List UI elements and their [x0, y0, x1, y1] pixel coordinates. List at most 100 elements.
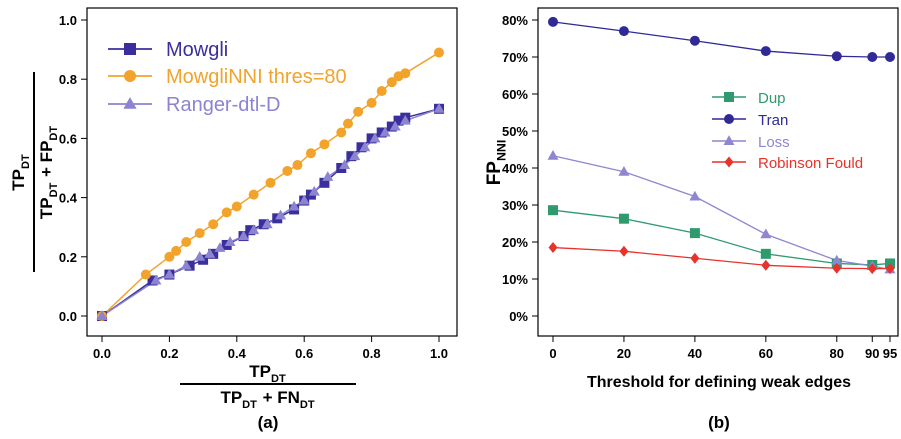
legend-label: Dup	[758, 90, 786, 107]
legend-marker	[724, 156, 734, 168]
series-line-1	[552, 21, 890, 58]
y-tick-label: 10%	[502, 272, 528, 287]
legend-marker	[723, 135, 735, 145]
data-point-2-1	[618, 165, 630, 176]
data-point-2-13	[298, 194, 310, 205]
data-point-2-23	[433, 103, 445, 113]
data-point-0-18	[366, 133, 377, 144]
legend-label: Tran	[758, 112, 788, 129]
data-point-2-15	[322, 171, 334, 181]
data-point-2-1	[150, 274, 162, 285]
data-point-1-1	[140, 269, 151, 280]
data-point-0-0	[548, 205, 558, 216]
data-point-2-9	[248, 224, 260, 235]
legend-marker	[124, 70, 136, 82]
data-point-0-3	[184, 260, 195, 271]
data-point-1-10	[265, 177, 276, 188]
data-point-1-3	[760, 46, 771, 57]
x-tick-label: 0	[549, 346, 556, 361]
y-axis-label-denominator: TPDT + FPDT	[37, 125, 60, 219]
data-point-2-16	[339, 159, 351, 170]
y-tick-label: 0.6	[59, 131, 77, 146]
data-point-2-5	[204, 248, 216, 258]
y-axis-label-sub-0: NNI	[495, 140, 509, 161]
x-axis-label-denominator-plain-1: +	[258, 388, 277, 407]
data-point-1-4	[181, 237, 192, 247]
data-point-3-4	[832, 262, 842, 274]
data-point-1-3	[171, 245, 182, 256]
x-tick-label: 40	[688, 346, 702, 361]
data-point-0-8	[245, 225, 256, 236]
panel-label-a: (a)	[258, 413, 279, 432]
y-tick-label: 80%	[502, 13, 528, 28]
legend-label: Robinson Fould	[758, 155, 863, 172]
y-tick-label: 0%	[509, 309, 528, 324]
data-point-0-16	[346, 151, 357, 162]
data-point-2-3	[180, 259, 192, 270]
data-point-2-21	[389, 120, 401, 131]
data-point-2-11	[275, 209, 287, 220]
data-point-0-17	[356, 142, 367, 153]
data-point-2-2	[689, 190, 701, 201]
data-point-0-5	[208, 248, 219, 259]
y-tick-label: 40%	[502, 161, 528, 176]
x-axis-label-numerator: TPDT	[249, 362, 286, 385]
data-point-2-22	[399, 114, 411, 125]
y-axis-label-denominator-sub-0: DT	[48, 182, 60, 197]
data-point-1-13	[305, 148, 316, 159]
data-point-1-18	[366, 97, 377, 108]
legend-label: Loss	[758, 134, 790, 151]
x-axis-label-numerator-gap-0	[286, 368, 287, 380]
data-point-2-4	[831, 254, 843, 265]
data-point-1-23	[434, 47, 444, 58]
data-point-2-4	[194, 251, 206, 261]
x-tick-label: 0.8	[363, 346, 381, 361]
data-point-0-1	[147, 275, 158, 286]
y-axis-label-numerator-base-0: TP	[9, 169, 28, 191]
data-point-3-5	[867, 263, 877, 275]
y-axis-label-numerator-gap-0	[15, 153, 27, 154]
plot-frame	[86, 7, 458, 337]
y-tick-label: 30%	[502, 198, 528, 213]
y-axis-label-denominator-sub-2: DT	[48, 126, 60, 141]
data-point-0-3	[760, 248, 771, 259]
data-point-1-9	[248, 189, 259, 200]
data-point-1-4	[831, 51, 842, 62]
y-tick-label: 0.2	[59, 250, 77, 265]
data-point-1-6	[885, 52, 895, 62]
data-point-1-14	[319, 139, 330, 150]
data-point-1-15	[336, 127, 347, 138]
data-point-0-2	[689, 228, 700, 239]
legend-label: Mowgli	[166, 39, 228, 61]
data-point-1-2	[164, 251, 175, 262]
series-line-0	[552, 209, 891, 266]
legend-marker	[724, 114, 734, 124]
x-axis-label-numerator-sub-0: DT	[271, 373, 286, 385]
x-axis-label-denominator-sub-0: DT	[242, 399, 257, 411]
data-point-2-17	[349, 150, 361, 161]
data-point-1-20	[386, 77, 397, 88]
data-point-1-12	[292, 160, 303, 171]
legend-label: MowgliNNI thres=80	[166, 66, 347, 88]
data-point-0-14	[319, 177, 330, 188]
y-axis-label-numerator: TPDT	[9, 153, 32, 190]
panel-a: 0.0 0.2 0.4 0.6 0.8 1.0 0.0 0.2 0.4 0.6 0.8 1.0 Mowg…	[9, 7, 458, 432]
data-point-1-5	[867, 52, 878, 62]
data-point-2-0	[96, 310, 108, 320]
panel-label-b: (b)	[708, 413, 730, 432]
panel-b: 0 20 40 60 80 90 95 0% 10% 20% 30% 40% 50% 60% 70% 80% D…	[484, 7, 899, 432]
data-point-1-16	[343, 118, 354, 129]
data-point-1-11	[282, 165, 293, 176]
data-point-1-5	[194, 228, 205, 239]
data-point-1-19	[376, 86, 387, 97]
legend-marker	[724, 92, 734, 102]
x-tick-label: 80	[830, 346, 844, 361]
y-axis-label-denominator-gap-2	[43, 125, 55, 126]
data-point-2-12	[288, 200, 300, 211]
y-axis-label-denominator-base-2: FP	[37, 141, 56, 163]
data-point-3-0	[548, 242, 558, 254]
data-point-0-20	[386, 121, 397, 132]
legend-marker	[124, 43, 136, 55]
y-axis-label-denominator-plain-1: +	[37, 162, 56, 181]
